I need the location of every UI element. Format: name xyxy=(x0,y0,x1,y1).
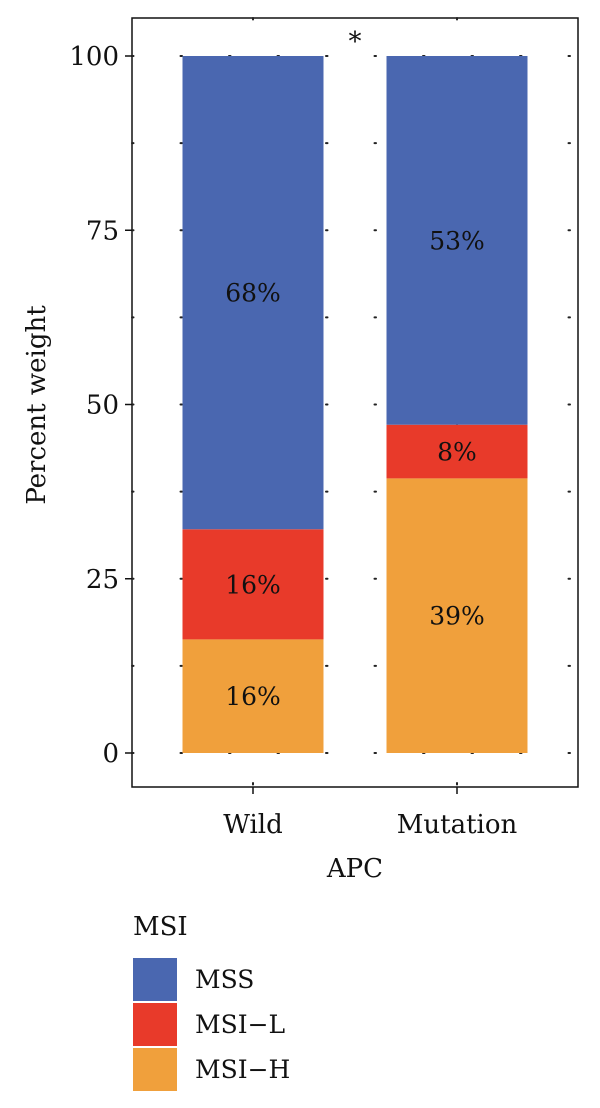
bar-value-label: 8% xyxy=(437,438,477,467)
bars xyxy=(182,56,528,753)
bar-segment-mutation-mss xyxy=(386,56,528,425)
legend-item-mss: MSS xyxy=(133,958,290,1001)
bar-segment-wild-mss xyxy=(182,56,324,530)
bar-labels: 16% 16% 68% 39% 8% 53% xyxy=(225,226,485,711)
x-axis: Wild Mutation xyxy=(223,787,517,840)
legend-swatch-msi-l xyxy=(133,1003,177,1046)
y-tick-label: 100 xyxy=(69,42,119,72)
x-tick-label: Mutation xyxy=(397,810,518,840)
legend-item-msi-l: MSI−L xyxy=(133,1003,290,1046)
bar-segment-mutation-msih xyxy=(386,478,528,753)
bar-value-label: 53% xyxy=(429,226,485,255)
bar-segment-mutation-msil xyxy=(386,424,528,479)
legend-label-mss: MSS xyxy=(195,965,255,994)
bar-value-label: 68% xyxy=(225,279,281,308)
stacked-bar-chart: 16% 16% 68% 39% 8% 53% 0 25 50 75 100 Wild Mutatio… xyxy=(22,17,579,884)
bar-value-label: 16% xyxy=(225,570,281,599)
y-tick-label: 0 xyxy=(102,739,119,769)
bar-segment-wild-msil xyxy=(182,529,324,640)
legend-label-msi-h: MSI−H xyxy=(195,1055,291,1084)
bar-segment-wild-msih xyxy=(182,639,324,753)
legend-item-msi-h: MSI−H xyxy=(133,1048,290,1091)
legend-swatch-mss xyxy=(133,958,177,1001)
significance-annotation: * xyxy=(349,27,362,57)
legend-label-msi-l: MSI−L xyxy=(195,1010,286,1039)
x-axis-title: APC xyxy=(326,854,383,884)
y-axis: 0 25 50 75 100 xyxy=(69,42,132,769)
legend-swatch-msi-h xyxy=(133,1048,177,1091)
y-tick-label: 25 xyxy=(86,565,119,595)
y-axis-title: Percent weight xyxy=(22,305,52,505)
x-tick-label: Wild xyxy=(223,810,283,840)
y-tick-label: 50 xyxy=(86,391,119,421)
legend-title: MSI xyxy=(133,912,188,942)
legend: MSI MSS MSI−L MSI−H xyxy=(133,912,290,1093)
bar-value-label: 16% xyxy=(225,682,281,711)
plot-frame xyxy=(131,17,579,788)
y-tick-label: 75 xyxy=(86,216,119,246)
bar-value-label: 39% xyxy=(429,602,485,631)
